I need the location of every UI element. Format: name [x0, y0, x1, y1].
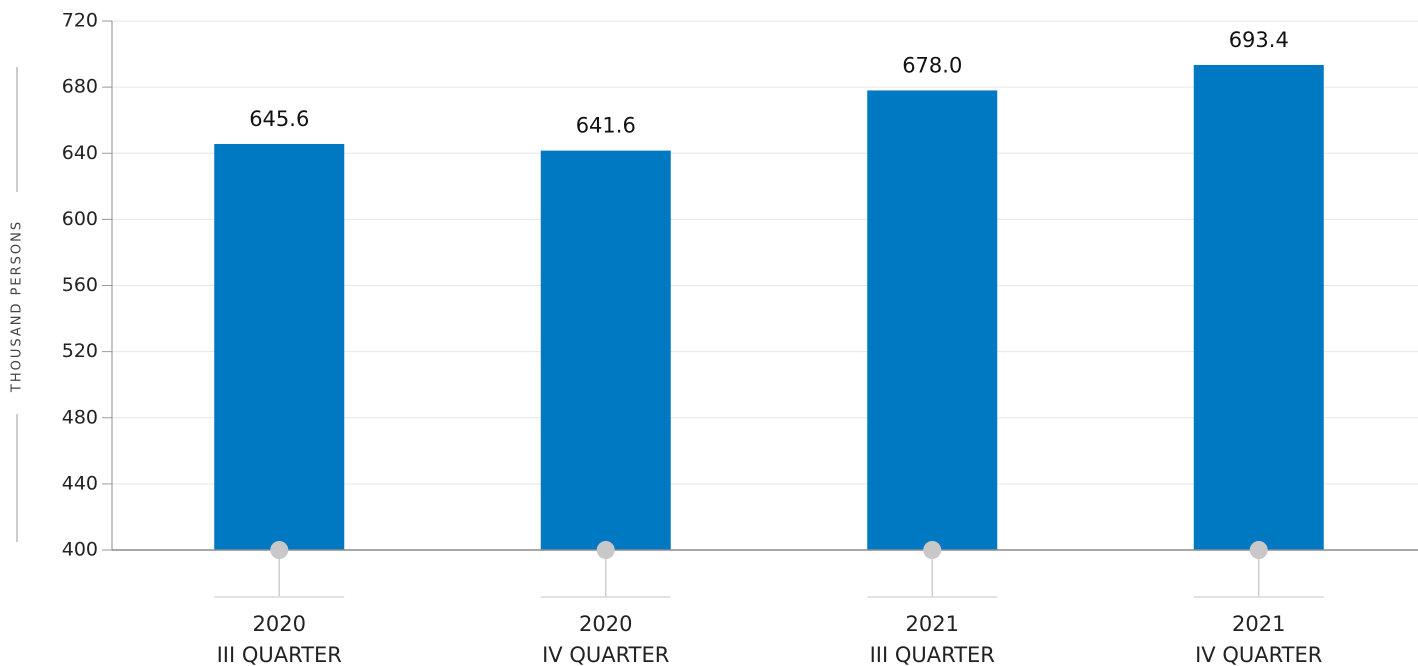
x-label-quarter: IV QUARTER [1195, 643, 1322, 666]
x-label-year: 2021 [1232, 612, 1285, 636]
x-marker-dot [596, 541, 615, 559]
x-label-quarter: III QUARTER [217, 643, 342, 666]
data-label: 641.6 [576, 114, 636, 138]
bars [214, 64, 1324, 551]
data-label: 645.6 [249, 107, 309, 131]
y-tick-label: 640 [62, 142, 98, 164]
bar [540, 150, 671, 551]
x-markers [214, 541, 1324, 598]
y-axis-title-group: THOUSAND PERSONS [10, 67, 25, 542]
x-axis [111, 21, 1418, 551]
x-label-quarter: III QUARTER [870, 643, 995, 666]
y-tick-label: 440 [62, 472, 98, 494]
y-tick-label: 680 [62, 76, 98, 98]
x-label-quarter: IV QUARTER [542, 643, 669, 666]
x-marker-dot [923, 541, 942, 559]
y-tick-label: 400 [62, 539, 98, 561]
y-tick-label: 560 [62, 274, 98, 296]
data-labels: 645.6 641.6 678.0 693.4 [249, 28, 1289, 138]
bar [214, 143, 345, 550]
x-marker-dot [270, 541, 289, 559]
bar [867, 90, 998, 551]
data-label: 678.0 [902, 53, 962, 77]
y-axis-ticks: 400 440 480 520 560 600 640 680 720 [62, 10, 112, 561]
y-tick-label: 520 [62, 340, 98, 362]
x-marker-dot [1249, 541, 1268, 559]
x-label-year: 2021 [906, 612, 959, 636]
y-tick-label: 720 [62, 10, 98, 32]
data-label: 693.4 [1229, 28, 1289, 52]
x-label-year: 2020 [579, 612, 632, 636]
y-axis-title: THOUSAND PERSONS [10, 220, 25, 393]
y-tick-label: 480 [62, 406, 98, 428]
x-axis-labels: 2020 III QUARTER 2020 IV QUARTER 2021 III QUA… [217, 612, 1323, 666]
y-tick-label: 600 [62, 208, 98, 230]
x-label-year: 2020 [253, 612, 306, 636]
bar [1193, 64, 1324, 551]
